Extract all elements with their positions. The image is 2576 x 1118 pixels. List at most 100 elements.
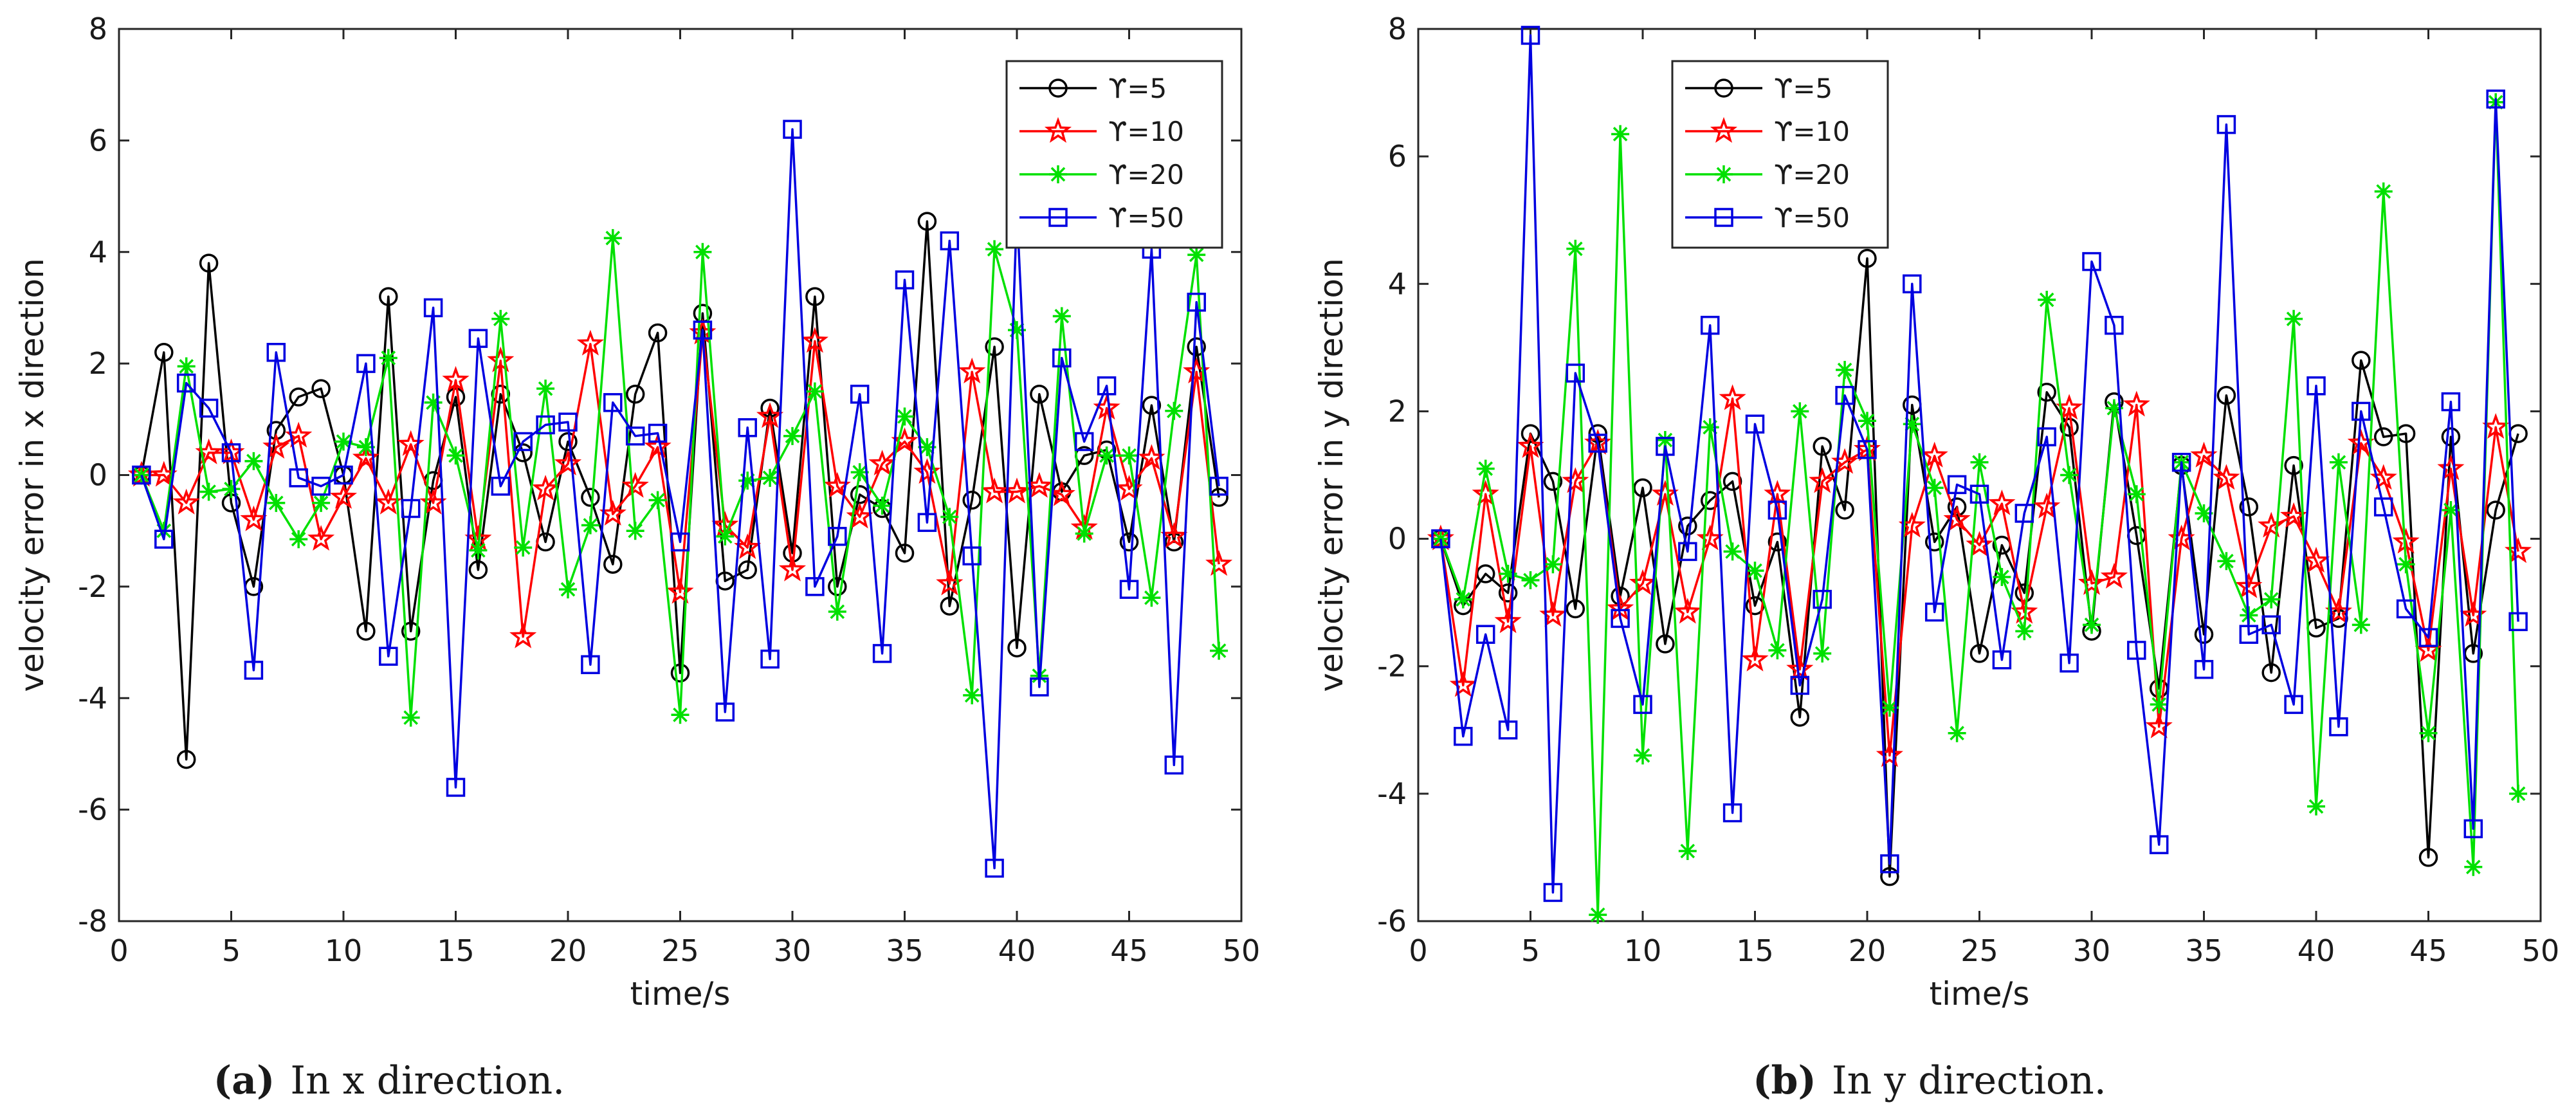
- y-axis-label: velocity error in y direction: [1313, 258, 1350, 692]
- data-point: [1768, 532, 1787, 552]
- legend-marker: [1714, 78, 1733, 98]
- data-point: [1858, 412, 1876, 430]
- data-point: [289, 530, 308, 549]
- legend-entry: ϒ=20: [1019, 159, 1184, 190]
- data-point: [1969, 484, 1989, 504]
- data-point: [761, 468, 780, 487]
- data-point: [446, 446, 465, 465]
- data-point: [738, 560, 757, 580]
- data-point: [868, 450, 896, 476]
- legend-entry: ϒ=5: [1685, 73, 1832, 104]
- data-point: [2038, 291, 2056, 309]
- data-point: [356, 354, 376, 373]
- data-point: [2352, 616, 2370, 634]
- data-point: [2441, 392, 2461, 412]
- data-point: [2194, 659, 2214, 679]
- data-point: [1723, 542, 1742, 561]
- data-point: [1164, 755, 1184, 775]
- data-point: [2302, 547, 2330, 573]
- data-point: [1588, 434, 1607, 453]
- x-tick-label: 50: [2522, 933, 2560, 968]
- data-point: [1431, 529, 1450, 548]
- data-point: [1876, 741, 1903, 767]
- data-point: [778, 555, 807, 582]
- y-tick-label: 4: [89, 235, 107, 270]
- data-point: [2217, 552, 2236, 571]
- legend-marker: [1714, 208, 1733, 227]
- x-tick-label: 30: [774, 933, 812, 968]
- data-point: [648, 323, 668, 343]
- x-tick-label: 35: [2185, 933, 2223, 968]
- series-4: [1431, 26, 2528, 903]
- data-point: [469, 541, 488, 560]
- data-point: [581, 655, 600, 674]
- data-point: [2508, 612, 2528, 632]
- data-point: [621, 472, 649, 498]
- data-point: [244, 452, 263, 470]
- data-point: [2441, 427, 2461, 446]
- data-point: [581, 488, 600, 507]
- data-point: [2033, 492, 2061, 518]
- data-point: [1903, 274, 1922, 294]
- x-tick-label: 20: [1849, 933, 1886, 968]
- data-point: [2060, 417, 2079, 437]
- data-point: [423, 298, 443, 318]
- x-tick-label: 10: [1624, 933, 1662, 968]
- y-tick-label: 4: [1388, 266, 1407, 301]
- data-point: [554, 450, 582, 476]
- data-point: [2373, 497, 2393, 517]
- data-point: [244, 661, 264, 680]
- data-point: [1210, 641, 1229, 660]
- data-point: [1880, 854, 1899, 874]
- data-point: [738, 472, 757, 490]
- data-point: [1678, 842, 1697, 861]
- data-point: [2397, 555, 2415, 574]
- data-point: [2463, 819, 2483, 839]
- data-point: [1187, 293, 1206, 312]
- data-point: [1075, 524, 1093, 543]
- data-point: [442, 365, 470, 392]
- data-point: [1768, 500, 1787, 520]
- data-point: [1948, 724, 1966, 742]
- legend-marker: [1710, 116, 1738, 143]
- series-1: [132, 212, 1229, 769]
- legend-entry: ϒ=10: [1019, 116, 1184, 147]
- data-point: [1566, 363, 1585, 383]
- legend-label: ϒ=10: [1774, 116, 1850, 147]
- data-point: [1701, 418, 1719, 437]
- y-tick-label: -6: [1377, 904, 1407, 939]
- series-3: [1431, 93, 2528, 924]
- data-point: [626, 522, 644, 540]
- legend-label: ϒ=50: [1774, 202, 1850, 234]
- data-point: [828, 577, 847, 596]
- data-point: [1656, 431, 1674, 450]
- legend-marker: [1044, 116, 1072, 143]
- panel-b-velocity-y: 0 5 10 15 20 25 30 35 40 45 50 -6 -4 -2 0 2 4 6 8 time/s vel…: [1313, 12, 2559, 1013]
- data-point: [2464, 857, 2483, 876]
- data-point: [1498, 583, 1518, 603]
- data-point: [1790, 708, 1810, 727]
- data-point: [2284, 455, 2303, 475]
- data-point: [1813, 589, 1832, 609]
- data-point: [2261, 663, 2281, 683]
- data-point: [1813, 437, 1832, 456]
- data-point: [2419, 724, 2438, 742]
- data-point: [1119, 532, 1139, 552]
- data-point: [693, 243, 712, 261]
- data-point: [805, 577, 825, 596]
- data-point: [311, 379, 331, 398]
- data-point: [895, 544, 915, 563]
- data-point: [334, 432, 352, 451]
- data-point: [312, 493, 331, 512]
- data-point: [962, 490, 982, 510]
- data-point: [1566, 599, 1585, 619]
- data-point: [2149, 835, 2169, 854]
- data-point: [1008, 321, 1026, 340]
- data-point: [289, 387, 308, 407]
- y-tick-label: 0: [1388, 522, 1407, 556]
- data-point: [1809, 467, 1836, 493]
- data-point: [1656, 634, 1675, 654]
- data-point: [424, 393, 443, 412]
- data-point: [2082, 252, 2101, 271]
- data-point: [1052, 348, 1072, 368]
